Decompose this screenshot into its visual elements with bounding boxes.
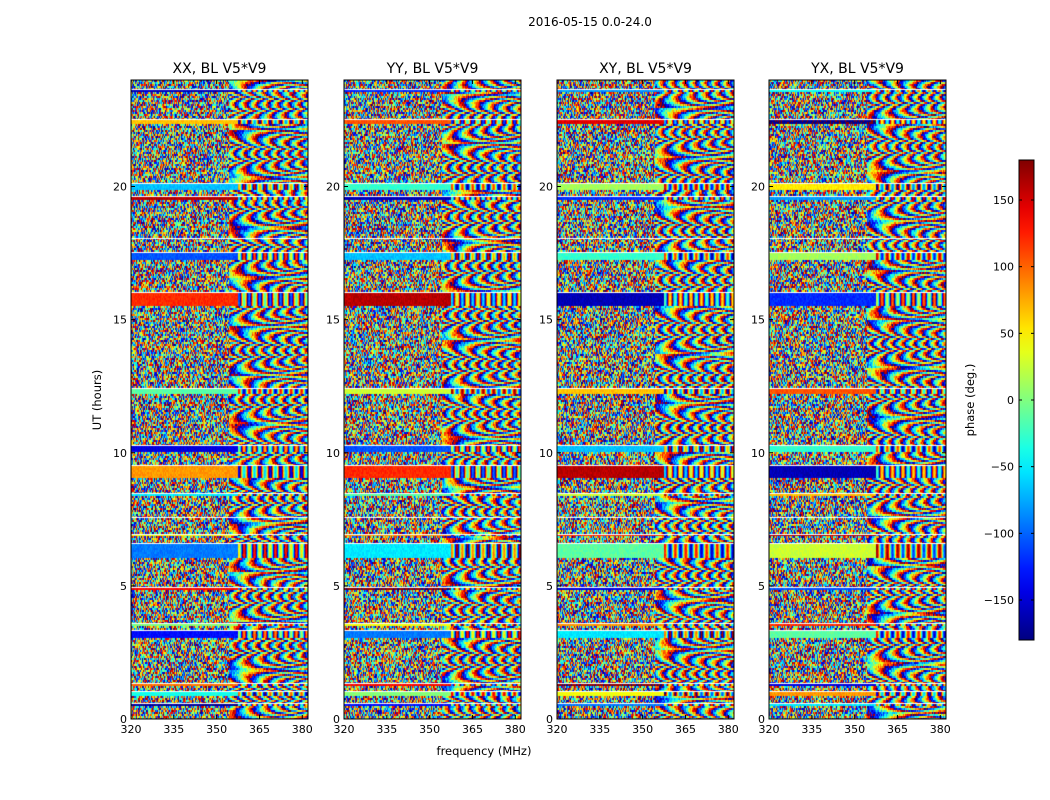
y-tick-label: 5 (546, 580, 553, 593)
x-tick-label: 350 (844, 723, 865, 736)
x-tick-label: 380 (292, 723, 313, 736)
x-tick-label: 380 (718, 723, 739, 736)
y-tick-label: 0 (333, 713, 340, 726)
x-tick-label: 365 (887, 723, 908, 736)
colorbar-tick-label: −50 (991, 461, 1014, 474)
phase-image (557, 80, 734, 719)
y-tick-label: 5 (333, 580, 340, 593)
x-tick-label: 335 (163, 723, 184, 736)
x-tick-label: 320 (759, 723, 780, 736)
y-tick-label: 15 (751, 314, 765, 327)
y-tick-label: 0 (758, 713, 765, 726)
panel-title: YY, BL V5*V9 (386, 61, 479, 77)
colorbar-tick-label: −100 (984, 527, 1014, 540)
x-tick-label: 380 (505, 723, 526, 736)
panel-title: YX, BL V5*V9 (810, 61, 904, 77)
y-tick-label: 10 (113, 447, 127, 460)
colorbar-tick-label: 150 (993, 194, 1014, 207)
phase-image (344, 80, 521, 719)
x-tick-label: 320 (334, 723, 355, 736)
figure-title: 2016-05-15 0.0-24.0 (528, 15, 652, 29)
x-tick-label: 335 (376, 723, 397, 736)
x-tick-label: 350 (632, 723, 653, 736)
colorbar-tick-label: −150 (984, 594, 1014, 607)
y-tick-label: 0 (120, 713, 127, 726)
panel-xx: XX, BL V5*V9 320 335 350 365 380 0 5 10 15 20 (113, 61, 313, 736)
panel-xy: XY, BL V5*V9 320 335 350 365 380 0 5 10 15 20 (539, 61, 739, 736)
x-tick-label: 335 (801, 723, 822, 736)
y-tick-label: 15 (113, 314, 127, 327)
colorbar-tick-label: 0 (1007, 394, 1014, 407)
panel-frame (130, 79, 309, 720)
x-tick-label: 380 (930, 723, 951, 736)
y-tick-label: 15 (539, 314, 553, 327)
colorbar-tick-label: 100 (993, 261, 1014, 274)
phase-image (131, 80, 308, 719)
y-tick-label: 0 (546, 713, 553, 726)
colorbar: 150 100 50 0 −50 −100 −150 (984, 159, 1035, 641)
panel-yx: YX, BL V5*V9 320 335 350 365 380 0 5 10 15 20 (751, 61, 951, 736)
phase-image (769, 80, 946, 719)
panel-title: XY, BL V5*V9 (599, 61, 692, 77)
y-tick-label: 10 (326, 447, 340, 460)
x-tick-label: 335 (589, 723, 610, 736)
panel-frame (768, 79, 947, 720)
y-tick-label: 10 (751, 447, 765, 460)
colorbar-tick-label: 50 (1000, 327, 1014, 340)
panel-frame (343, 79, 522, 720)
panel-frame (556, 79, 735, 720)
panel-yy: YY, BL V5*V9 320 335 350 365 380 0 5 10 15 20 (326, 61, 526, 736)
x-tick-label: 320 (121, 723, 142, 736)
colorbar-label: phase (deg.) (963, 364, 977, 437)
x-tick-label: 350 (419, 723, 440, 736)
y-axis-label: UT (hours) (90, 370, 104, 430)
y-tick-label: 5 (758, 580, 765, 593)
y-tick-label: 10 (539, 447, 553, 460)
y-tick-label: 15 (326, 314, 340, 327)
y-tick-label: 20 (539, 181, 553, 194)
x-tick-label: 350 (206, 723, 227, 736)
y-tick-label: 20 (113, 181, 127, 194)
x-tick-label: 365 (249, 723, 270, 736)
y-tick-label: 20 (751, 181, 765, 194)
x-tick-label: 365 (675, 723, 696, 736)
y-tick-label: 5 (120, 580, 127, 593)
x-axis-label: frequency (MHz) (437, 744, 532, 758)
x-tick-label: 365 (462, 723, 483, 736)
y-tick-label: 20 (326, 181, 340, 194)
panel-title: XX, BL V5*V9 (173, 61, 267, 77)
x-tick-label: 320 (547, 723, 568, 736)
